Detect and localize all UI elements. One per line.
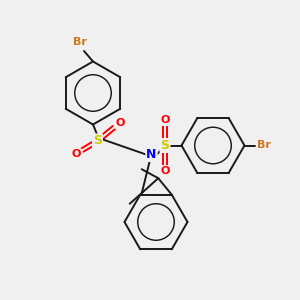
Text: S: S <box>160 139 169 152</box>
Text: S: S <box>93 134 102 148</box>
Text: O: O <box>160 115 170 125</box>
Text: Br: Br <box>73 37 86 47</box>
Text: O: O <box>115 118 125 128</box>
Text: O: O <box>160 166 170 176</box>
Text: N: N <box>146 148 157 161</box>
Text: Br: Br <box>257 140 271 151</box>
Text: O: O <box>72 149 81 160</box>
